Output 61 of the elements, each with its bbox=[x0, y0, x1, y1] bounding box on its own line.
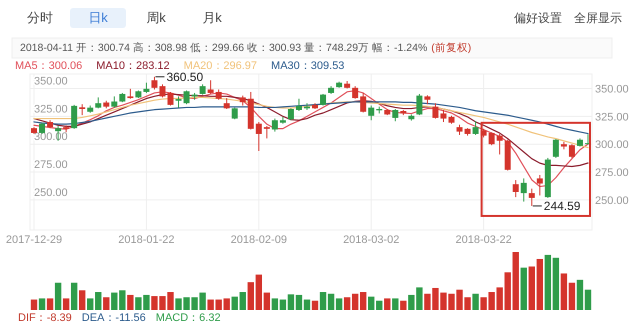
bar bbox=[70, 282, 78, 310]
bar bbox=[384, 298, 390, 310]
x-tick-label: 2017-12-29 bbox=[6, 234, 62, 246]
text: MA10：283.12 bbox=[96, 60, 170, 72]
text: DIF：-8.39 bbox=[18, 312, 72, 324]
y2-tick-label: 325.00 bbox=[595, 111, 629, 124]
bar bbox=[38, 298, 46, 310]
text: MA30：309.53 bbox=[271, 60, 344, 72]
bar bbox=[448, 294, 455, 310]
text: 分时 bbox=[27, 10, 53, 25]
bar bbox=[175, 298, 182, 310]
y-tick-label: 350.00 bbox=[34, 75, 68, 88]
bar bbox=[400, 300, 407, 310]
y2-tick-label: 350.00 bbox=[595, 83, 629, 96]
bar bbox=[46, 298, 54, 310]
text: (前复权) bbox=[431, 42, 472, 54]
bar bbox=[520, 268, 527, 310]
x-tick-label: 2018-03-22 bbox=[455, 234, 512, 246]
annotation: 360.50 bbox=[166, 70, 204, 84]
bar bbox=[127, 294, 134, 310]
bar bbox=[392, 298, 398, 310]
bar bbox=[576, 280, 584, 310]
x-tick-label: 2018-02-09 bbox=[230, 234, 287, 246]
bar bbox=[304, 300, 310, 310]
text: MA20：296.97 bbox=[184, 60, 258, 72]
bar bbox=[456, 290, 463, 310]
price-note: 244.59 bbox=[532, 198, 580, 213]
annotation: 244.59 bbox=[544, 198, 581, 213]
text: 偏好设置 bbox=[514, 11, 562, 25]
text: 日k bbox=[88, 10, 108, 25]
bar bbox=[296, 294, 302, 310]
price-note: 360.50 bbox=[154, 70, 204, 84]
bar bbox=[30, 300, 38, 310]
bar bbox=[159, 296, 166, 310]
bar bbox=[464, 297, 471, 310]
text: 月k bbox=[202, 10, 222, 25]
text: 2018-04-11 开：300.74 高：308.98 低：299.66 收：300.93 量：748.29万 幅：-1.24% bbox=[20, 41, 428, 54]
y-tick-label: 250.00 bbox=[34, 186, 68, 199]
text: 周k bbox=[146, 10, 166, 25]
y2-tick-label: 250.00 bbox=[595, 194, 629, 207]
text: MACD：6.32 bbox=[156, 312, 221, 324]
bar bbox=[440, 292, 447, 310]
bar bbox=[167, 292, 174, 310]
text: DEA：-11.56 bbox=[82, 312, 146, 324]
y-tick-label: 325.00 bbox=[34, 103, 68, 116]
bar bbox=[472, 294, 479, 310]
y2-tick-label: 275.00 bbox=[595, 167, 629, 180]
bar bbox=[320, 292, 326, 310]
bar bbox=[103, 297, 110, 310]
text: 全屏显示 bbox=[574, 11, 622, 25]
y2-tick-label: 300.00 bbox=[595, 139, 629, 152]
x-tick-label: 2018-01-22 bbox=[118, 234, 175, 246]
x-tick-label: 2018-03-02 bbox=[343, 234, 400, 246]
bar bbox=[584, 290, 592, 310]
text: MA5：300.06 bbox=[15, 60, 82, 72]
bar bbox=[312, 300, 318, 310]
bar bbox=[78, 290, 86, 310]
y-tick-label: 275.00 bbox=[34, 159, 68, 172]
bar bbox=[151, 296, 158, 310]
bar bbox=[54, 282, 62, 310]
bar bbox=[62, 298, 70, 310]
